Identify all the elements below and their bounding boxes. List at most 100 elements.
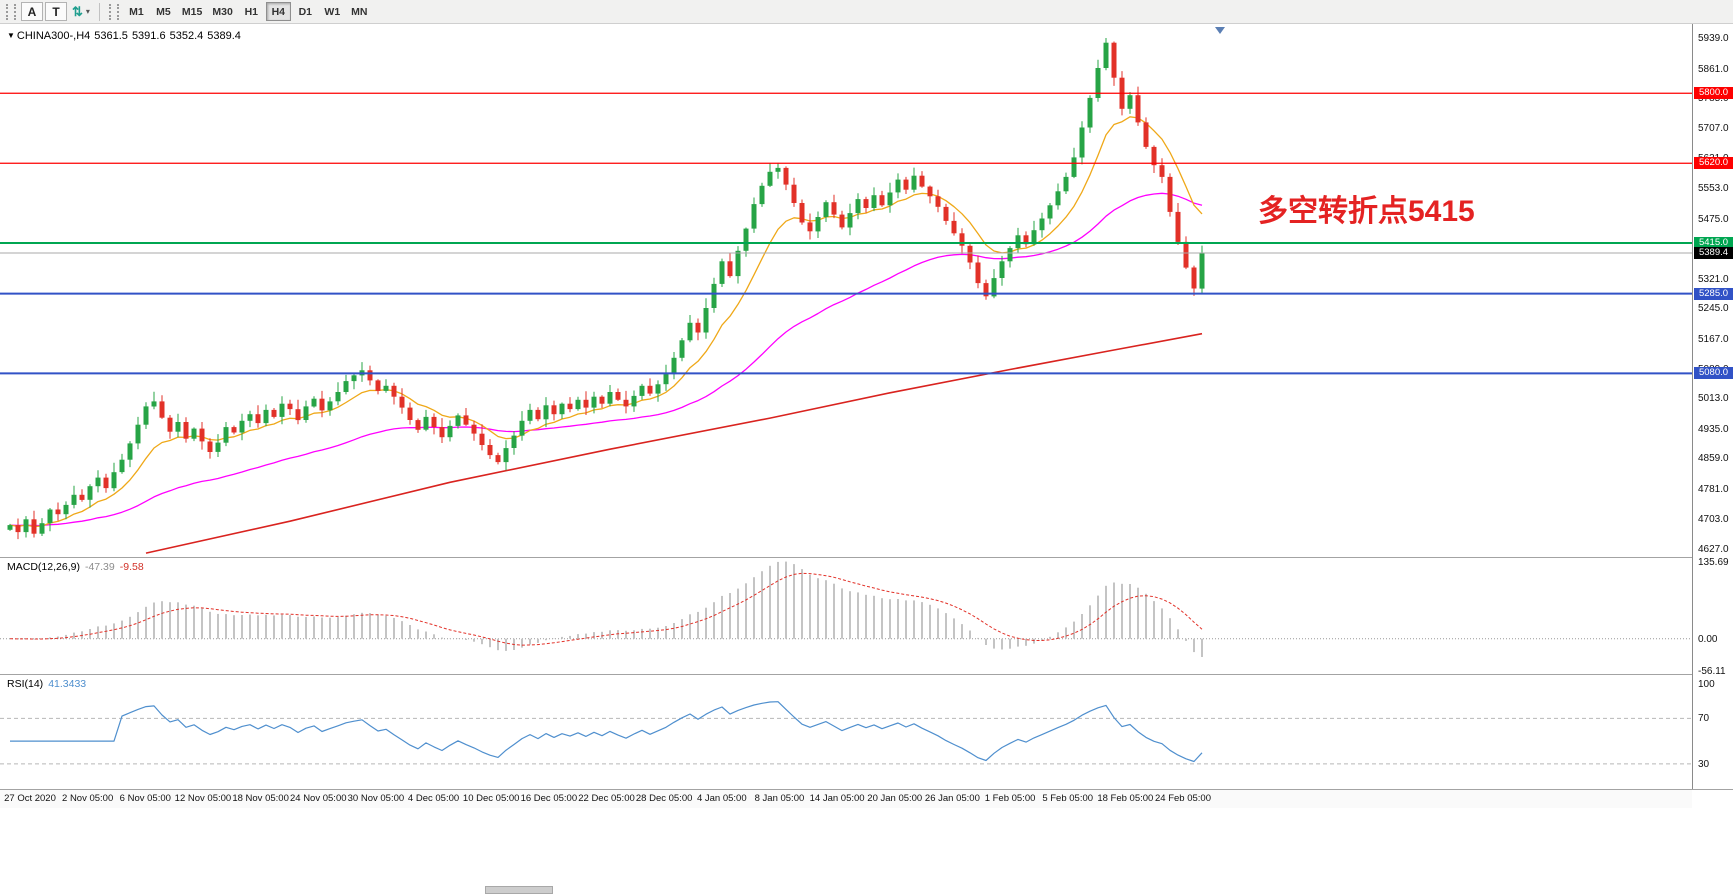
- panel-separator[interactable]: [0, 674, 1733, 675]
- candle-body: [719, 261, 725, 284]
- candle-body: [687, 322, 693, 341]
- macd-label: MACD(12,26,9) -47.39 -9.58: [7, 561, 144, 573]
- text-tool-button[interactable]: T: [45, 2, 67, 21]
- candle-body: [15, 525, 21, 533]
- horizontal-scrollbar-thumb[interactable]: [485, 886, 553, 894]
- rsi-canvas[interactable]: [0, 675, 1692, 789]
- rsi-tick-label: 100: [1698, 679, 1715, 691]
- timeframe-m5-button[interactable]: M5: [151, 2, 176, 21]
- candle-body: [319, 398, 325, 411]
- font-tool-button[interactable]: A: [21, 2, 43, 21]
- level-price-badge: 5285.0: [1694, 287, 1733, 300]
- toolbar: A T ⇅ ▾ M1 M5 M15 M30 H1 H4 D1 W1 MN: [0, 0, 1733, 24]
- candle-body: [887, 192, 893, 206]
- candle-body: [487, 445, 493, 456]
- candle-body: [751, 204, 757, 229]
- candle-body: [647, 385, 653, 394]
- chart-annotation-text[interactable]: 多空转折点5415: [1258, 195, 1475, 228]
- candle-body: [7, 525, 13, 530]
- timeframe-w1-button[interactable]: W1: [320, 2, 345, 21]
- candle-body: [207, 441, 213, 452]
- time-label: 16 Dec 05:00: [520, 793, 578, 804]
- ma-mid-line: [9, 192, 1203, 527]
- time-axis[interactable]: 27 Oct 2020 2 Nov 05:00 6 Nov 05:00 12 Nov …: [0, 790, 1692, 808]
- macd-signal-line: [9, 572, 1203, 646]
- candle-body: [975, 262, 981, 284]
- candle-body: [983, 283, 989, 297]
- time-label: 14 Jan 05:00: [809, 793, 865, 804]
- candle-body: [391, 385, 397, 397]
- macd-signal-value: -9.58: [119, 561, 144, 573]
- candle-body: [727, 261, 733, 277]
- arrows-icon: ⇅: [72, 3, 83, 19]
- candle-body: [439, 427, 445, 438]
- candle-body: [263, 409, 269, 424]
- price-chart-canvas[interactable]: [0, 24, 1692, 557]
- candle-body: [703, 308, 709, 333]
- candle-body: [743, 228, 749, 251]
- candle-body: [247, 414, 253, 421]
- expand-icon: ▼: [7, 31, 15, 40]
- candle-body: [1039, 218, 1045, 231]
- candle-body: [511, 435, 517, 448]
- candle-body: [607, 392, 613, 404]
- candle-body: [951, 220, 957, 234]
- timeframe-m30-button[interactable]: M30: [208, 2, 236, 21]
- candle-body: [71, 494, 77, 505]
- candle-body: [519, 420, 525, 436]
- price-axis[interactable]: 5939.05861.05785.05707.05631.05553.05475…: [1692, 24, 1733, 790]
- candle-body: [999, 261, 1005, 278]
- timeframe-m15-button[interactable]: M15: [178, 2, 206, 21]
- candle-body: [1095, 68, 1101, 98]
- current-price-badge: 5389.4: [1694, 246, 1733, 259]
- candle-body: [599, 396, 605, 404]
- macd-canvas[interactable]: [0, 558, 1692, 674]
- timeframe-m1-button[interactable]: M1: [124, 2, 149, 21]
- price-tick-label: 5167.0: [1698, 333, 1729, 345]
- panel-separator[interactable]: [0, 557, 1733, 558]
- macd-value: -47.39: [84, 561, 115, 573]
- candle-body: [1175, 211, 1181, 242]
- candle-body: [895, 179, 901, 193]
- toolbar-drag-handle[interactable]: [6, 3, 16, 20]
- time-label: 1 Feb 05:00: [984, 793, 1036, 804]
- candle-body: [559, 403, 565, 415]
- candle-body: [1063, 176, 1069, 192]
- timeframe-d1-button[interactable]: D1: [293, 2, 318, 21]
- time-label: 8 Jan 05:00: [754, 793, 805, 804]
- candle-body: [351, 375, 357, 382]
- candle-body: [31, 519, 37, 534]
- candle-body: [967, 245, 973, 263]
- candle-body: [799, 203, 805, 223]
- candle-body: [239, 420, 245, 433]
- ohlc-low: 5352.4: [169, 30, 204, 42]
- price-tick-label: 4703.0: [1698, 514, 1729, 526]
- candle-body: [335, 392, 341, 402]
- candle-body: [1191, 267, 1197, 289]
- candle-body: [87, 486, 93, 500]
- candle-body: [879, 195, 885, 206]
- candle-body: [415, 420, 421, 430]
- candle-body: [375, 380, 381, 391]
- candle-body: [119, 459, 125, 473]
- candle-body: [383, 385, 389, 391]
- candle-body: [1183, 241, 1189, 268]
- timeframe-drag-handle[interactable]: [108, 3, 119, 20]
- timeframe-h1-button[interactable]: H1: [239, 2, 264, 21]
- candle-body: [1023, 235, 1029, 245]
- time-label: 12 Nov 05:00: [174, 793, 232, 804]
- candle-body: [1199, 253, 1205, 289]
- candle-body: [663, 374, 669, 385]
- time-label: 20 Jan 05:00: [867, 793, 923, 804]
- timeframe-h4-button[interactable]: H4: [265, 2, 291, 21]
- timeframe-mn-button[interactable]: MN: [347, 2, 372, 21]
- candle-body: [303, 406, 309, 420]
- arrows-tool-button[interactable]: ⇅ ▾: [68, 2, 94, 21]
- price-tick-label: 5553.0: [1698, 183, 1729, 195]
- candle-body: [407, 407, 413, 420]
- time-label: 24 Feb 05:00: [1155, 793, 1211, 804]
- candle-body: [711, 283, 717, 308]
- ohlc-open: 5361.5: [94, 30, 128, 42]
- chart-shift-marker-icon[interactable]: [1215, 27, 1225, 34]
- candle-body: [1047, 205, 1053, 219]
